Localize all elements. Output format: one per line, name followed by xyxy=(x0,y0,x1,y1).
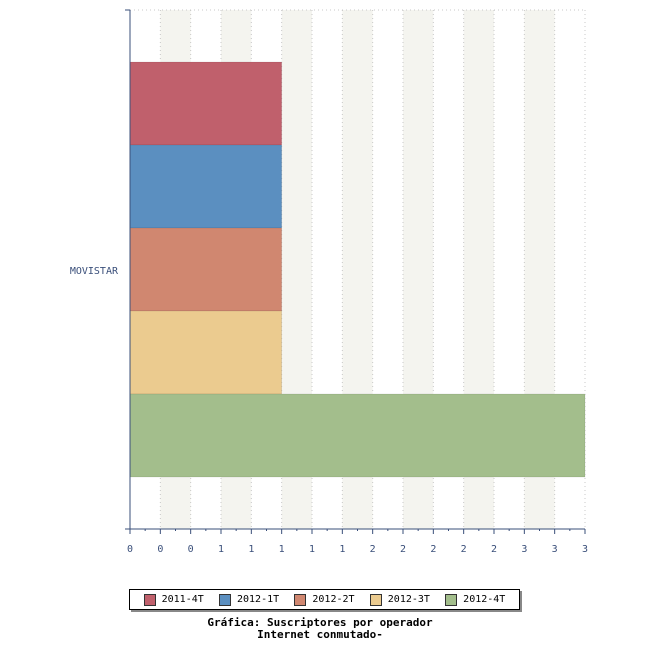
legend: 2011-4T 2012-1T 2012-2T 2012-3T 2012-4T xyxy=(129,589,520,610)
bar-2012-2T xyxy=(129,227,282,312)
x-tick-label: 2 xyxy=(370,544,376,555)
x-tick-label: 0 xyxy=(157,544,163,555)
legend-swatch xyxy=(445,593,458,606)
chart-title: Gráfica: Suscriptores por operador xyxy=(207,616,433,629)
x-tick-label: 3 xyxy=(552,544,558,555)
x-tick-label: 3 xyxy=(582,544,588,555)
x-tick-label: 1 xyxy=(309,544,315,555)
chart-subtitle: Internet conmutado- xyxy=(257,628,383,641)
x-tick-label: 1 xyxy=(279,544,285,555)
x-tick-label: 2 xyxy=(400,544,406,555)
x-tick-label: 3 xyxy=(521,544,527,555)
legend-item: 2011-4T xyxy=(143,593,204,606)
x-tick-label: 1 xyxy=(218,544,224,555)
category-label: MOVISTAR xyxy=(70,266,119,277)
x-tick-label: 0 xyxy=(127,544,133,555)
legend-item: 2012-2T xyxy=(294,593,355,606)
legend-swatch xyxy=(294,593,307,606)
legend-item: 2012-3T xyxy=(369,593,430,606)
bar-2012-3T xyxy=(129,310,282,395)
x-tick-label: 0 xyxy=(188,544,194,555)
legend-label: 2011-4T xyxy=(161,594,204,605)
x-tick-label: 2 xyxy=(491,544,497,555)
x-ticks: 0 0 0 1 1 1 1 1 2 2 2 2 2 3 3 3 xyxy=(127,529,588,555)
legend-label: 2012-1T xyxy=(237,594,280,605)
bar-2012-4T xyxy=(129,393,586,478)
legend-label: 2012-2T xyxy=(312,594,355,605)
legend-item: 2012-1T xyxy=(219,593,280,606)
legend-swatch xyxy=(219,593,231,606)
legend-label: 2012-3T xyxy=(387,594,430,605)
x-tick-label: 2 xyxy=(461,544,467,555)
bar-2011-4T xyxy=(129,61,282,146)
x-tick-label: 2 xyxy=(430,544,436,555)
bars-group xyxy=(129,61,586,478)
legend-swatch xyxy=(143,593,156,606)
legend-label: 2012-4T xyxy=(463,594,506,605)
x-tick-label: 1 xyxy=(248,544,254,555)
bar-2012-1T xyxy=(129,144,282,229)
legend-item: 2012-4T xyxy=(445,593,506,606)
legend-swatch xyxy=(369,593,382,606)
chart-caption: Gráfica: Suscriptores por operador Inter… xyxy=(130,617,510,641)
x-tick-label: 1 xyxy=(339,544,345,555)
